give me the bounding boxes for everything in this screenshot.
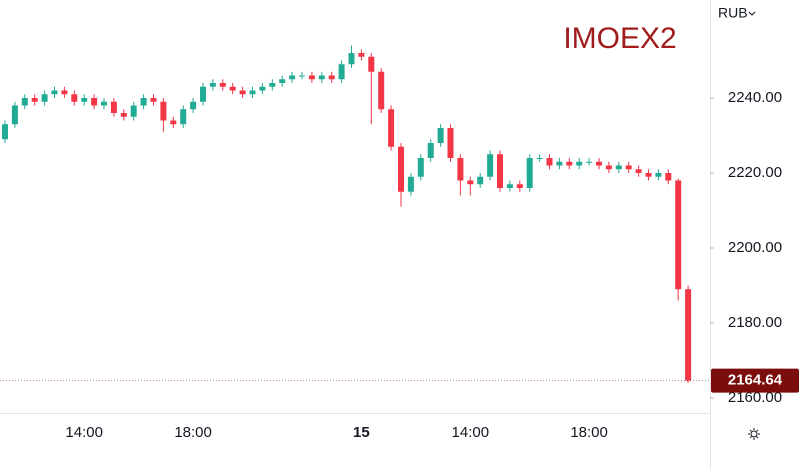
candle-body [398, 146, 404, 192]
candle-body [61, 90, 68, 95]
candle-body [417, 157, 424, 177]
y-tick-label: 2180.00 [728, 314, 782, 331]
y-tick-label: 2220.00 [728, 164, 782, 181]
candle-body [368, 56, 375, 72]
y-tick-label: 2200.00 [728, 239, 782, 256]
candle-body [655, 172, 662, 177]
candle-body [41, 94, 48, 102]
currency-bg [712, 0, 800, 26]
candle-body [279, 79, 286, 83]
candle-body [130, 105, 137, 117]
candle-body [427, 142, 434, 158]
candle-body [467, 180, 474, 185]
candle-body [457, 157, 464, 181]
candle-body [51, 90, 58, 95]
candle-body [190, 101, 197, 110]
candle-body [625, 165, 632, 170]
candle-body [289, 75, 296, 80]
x-tick-label: 15 [353, 424, 370, 441]
candle-body [81, 97, 88, 102]
candle-body [586, 161, 593, 163]
candle-body [536, 157, 543, 159]
candle-body [219, 82, 226, 87]
candle-body [71, 94, 78, 102]
candle-body [308, 75, 315, 80]
candle-body [328, 75, 335, 80]
candle-body [477, 176, 484, 185]
candle-body [358, 52, 365, 57]
candle-body [140, 97, 147, 106]
candle-body [150, 97, 157, 102]
candle-body [170, 120, 177, 125]
candle-body [239, 90, 246, 95]
candle-body [160, 101, 167, 121]
candle-body [338, 64, 345, 80]
candle-body [506, 184, 513, 188]
candle-body [516, 184, 523, 188]
candle-body [180, 109, 187, 125]
candle-body [546, 157, 553, 166]
currency-label: RUB [718, 5, 748, 21]
candle-body [497, 154, 503, 188]
candle-body [566, 161, 573, 166]
candle-body [299, 75, 305, 77]
candle-body [675, 180, 682, 290]
candle-body [259, 86, 266, 91]
candle-body [378, 71, 385, 110]
candle-body [318, 75, 325, 80]
candle-body [685, 289, 692, 381]
candle-body [605, 165, 612, 170]
candle-body [101, 101, 107, 106]
x-tick-label: 18:00 [174, 424, 212, 441]
y-tick-label: 2160.00 [728, 389, 782, 406]
candle-body [229, 86, 236, 91]
candle-body [31, 97, 38, 102]
candle-body [110, 101, 117, 113]
candle-body [576, 161, 583, 166]
candle-body [487, 154, 494, 177]
y-tick-label: 2240.00 [728, 89, 782, 106]
candle-body [447, 127, 454, 158]
candle-body [209, 82, 216, 87]
candle-body [596, 161, 602, 166]
candle-body [200, 86, 206, 102]
candle-body [407, 176, 414, 192]
last-price-box [711, 368, 799, 393]
candle-body [120, 112, 127, 117]
chart-title: IMOEX2 [563, 22, 676, 55]
candle-body [21, 97, 28, 106]
candle-body [269, 82, 276, 87]
currency-dropdown[interactable] [748, 11, 756, 16]
candle-body [11, 105, 18, 125]
candle-body [635, 169, 642, 173]
candle-body [91, 97, 98, 106]
x-tick-label: 14:00 [65, 424, 103, 441]
candle-body [645, 172, 652, 177]
last-price-label: 2164.64 [728, 372, 783, 389]
settings-icon[interactable] [748, 428, 760, 440]
candle-body [665, 172, 672, 181]
x-tick-label: 14:00 [452, 424, 490, 441]
candle-body [526, 157, 533, 188]
candle-body [437, 127, 444, 143]
x-tick-label: 18:00 [570, 424, 608, 441]
candle-body [249, 90, 256, 95]
candle-body [348, 52, 355, 65]
candle-body [388, 109, 395, 147]
candle-body [556, 161, 563, 166]
candle-body [615, 165, 622, 170]
candle-body [2, 124, 8, 140]
